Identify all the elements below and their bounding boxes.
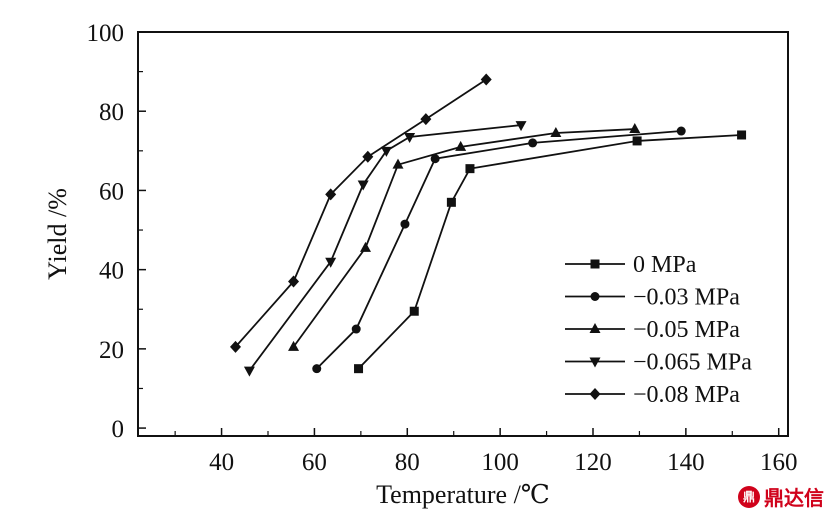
series-line bbox=[234, 78, 487, 348]
series-line bbox=[357, 134, 742, 370]
data-point bbox=[550, 127, 562, 137]
series-line bbox=[292, 128, 635, 348]
series-3 bbox=[243, 121, 527, 377]
y-axis: 0 20 40 60 80 100 bbox=[87, 20, 146, 443]
data-point bbox=[312, 364, 322, 374]
series-line bbox=[248, 124, 522, 372]
legend: 0 MPa −0.03 MPa −0.05 MPa −0.065 MPa −0.08 M… bbox=[565, 252, 752, 408]
series-2 bbox=[288, 123, 641, 351]
x-axis: 40 60 80 100 120 140 160 bbox=[174, 428, 798, 476]
x-tick-label: 100 bbox=[481, 449, 519, 476]
data-point bbox=[515, 121, 527, 132]
y-tick-label: 80 bbox=[99, 99, 124, 126]
legend-marker bbox=[589, 388, 601, 400]
data-point bbox=[380, 146, 392, 157]
legend-marker bbox=[589, 357, 601, 368]
y-tick-label: 20 bbox=[99, 337, 124, 364]
watermark: 鼎 鼎达信 bbox=[738, 482, 824, 511]
x-tick-label: 60 bbox=[302, 449, 327, 476]
data-point bbox=[430, 154, 440, 164]
series-4 bbox=[230, 73, 492, 353]
legend-label: −0.03 MPa bbox=[633, 285, 740, 311]
y-tick-label: 0 bbox=[112, 416, 125, 443]
legend-item: −0.03 MPa bbox=[565, 285, 740, 311]
y-tick-label: 60 bbox=[99, 178, 124, 205]
y-axis-title: Yield /% bbox=[43, 188, 72, 280]
data-point bbox=[400, 219, 410, 229]
data-point bbox=[325, 257, 337, 268]
legend-marker bbox=[590, 292, 600, 301]
data-point bbox=[455, 140, 467, 151]
data-point bbox=[243, 366, 255, 377]
data-point bbox=[288, 340, 300, 351]
series-0 bbox=[354, 130, 747, 374]
y-tick-label: 40 bbox=[99, 258, 124, 285]
watermark-logo-icon: 鼎 bbox=[738, 485, 760, 508]
data-point bbox=[351, 324, 361, 334]
data-point bbox=[354, 364, 364, 374]
x-axis-title: Temperature /℃ bbox=[376, 480, 550, 509]
data-point bbox=[392, 158, 404, 169]
legend-item: −0.08 MPa bbox=[565, 382, 740, 408]
legend-item: −0.065 MPa bbox=[565, 350, 752, 376]
watermark-text: 鼎达信 bbox=[764, 486, 824, 510]
x-tick-label: 120 bbox=[574, 449, 612, 476]
series-line bbox=[316, 130, 682, 370]
data-point bbox=[737, 130, 747, 140]
data-point bbox=[360, 241, 371, 252]
x-tick-label: 160 bbox=[760, 449, 798, 476]
series-1 bbox=[312, 126, 686, 374]
data-point bbox=[465, 164, 475, 174]
legend-label: −0.08 MPa bbox=[633, 382, 740, 408]
y-tick-label: 100 bbox=[87, 20, 125, 47]
data-point bbox=[676, 126, 686, 136]
data-point bbox=[528, 138, 538, 148]
data-point bbox=[288, 275, 300, 288]
x-tick-label: 140 bbox=[667, 449, 705, 476]
data-point bbox=[325, 188, 337, 201]
data-point bbox=[409, 306, 419, 316]
data-point bbox=[446, 197, 456, 207]
legend-label: −0.05 MPa bbox=[633, 317, 740, 343]
data-point bbox=[629, 123, 641, 134]
series-layer bbox=[230, 73, 747, 377]
data-point bbox=[362, 150, 374, 163]
legend-item: 0 MPa bbox=[565, 252, 697, 278]
legend-marker bbox=[589, 323, 601, 333]
plot-frame bbox=[137, 31, 789, 437]
legend-label: −0.065 MPa bbox=[633, 350, 752, 376]
data-point bbox=[230, 340, 241, 353]
legend-item: −0.05 MPa bbox=[565, 317, 740, 343]
data-point bbox=[420, 113, 432, 126]
data-point bbox=[404, 132, 416, 143]
legend-marker bbox=[590, 259, 600, 269]
data-point bbox=[632, 136, 642, 146]
x-tick-label: 80 bbox=[395, 449, 420, 476]
data-point bbox=[357, 180, 369, 191]
legend-label: 0 MPa bbox=[633, 252, 697, 278]
x-tick-label: 40 bbox=[209, 449, 234, 476]
data-point bbox=[480, 73, 492, 86]
